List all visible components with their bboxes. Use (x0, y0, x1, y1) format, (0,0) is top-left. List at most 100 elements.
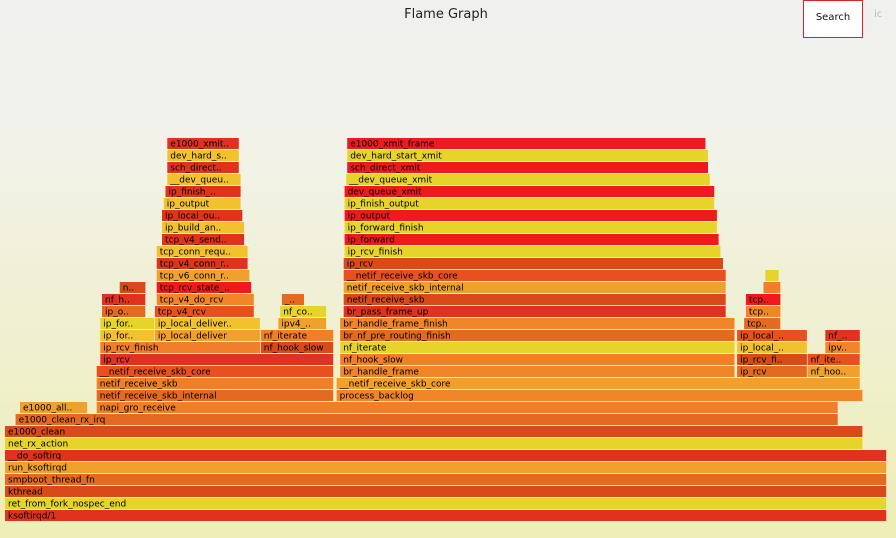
frame-rect[interactable] (825, 342, 860, 353)
frame-rect[interactable] (156, 246, 248, 257)
flame-frame[interactable]: ip_rcv (100, 354, 334, 366)
flame-frame[interactable]: run_ksoftirqd (5, 462, 887, 474)
flame-frame[interactable]: ip_rcv_finish (100, 342, 260, 354)
frame-rect[interactable] (737, 330, 807, 341)
flame-frame[interactable]: dev_queue_xmit (344, 186, 715, 198)
flame-frame[interactable]: ip_finish_.. (165, 186, 241, 198)
flame-frame[interactable]: tcp_rcv_state_.. (156, 282, 252, 294)
frame-rect[interactable] (737, 366, 807, 377)
frame-rect[interactable] (156, 294, 254, 305)
flame-frame[interactable]: tcp_v4_conn_r.. (156, 258, 248, 270)
frame-rect[interactable] (100, 342, 260, 353)
flame-frame[interactable]: dev_hard_start_xmit (347, 150, 708, 162)
frame-rect[interactable] (15, 414, 838, 425)
flame-frame[interactable]: ip_local_deliver (154, 330, 260, 342)
flame-frame[interactable]: sch_direct.. (167, 162, 239, 174)
flame-frame[interactable]: ip_output (163, 198, 241, 210)
frame-rect[interactable] (281, 294, 304, 305)
frame-rect[interactable] (156, 258, 248, 269)
flame-frame[interactable]: nf_iterate (260, 330, 334, 342)
flame-frame[interactable]: ksoftirqd/1 (5, 510, 887, 522)
frame-rect[interactable] (346, 174, 710, 185)
flame-frame[interactable]: n.. (119, 282, 146, 294)
flame-frame[interactable]: __netif_receive_skb_core (343, 270, 726, 282)
frame-rect[interactable] (340, 342, 735, 353)
frame-rect[interactable] (344, 186, 715, 197)
flame-frame[interactable]: tcp_v4_rcv (154, 306, 254, 318)
flame-frame[interactable]: e1000_clean (5, 426, 863, 438)
frame-rect[interactable] (344, 210, 717, 221)
flame-frame[interactable]: ip_rcv_fi.. (737, 354, 807, 366)
flame-frame[interactable]: netif_receive_skb (96, 378, 334, 390)
frame-rect[interactable] (5, 486, 887, 497)
flame-frame[interactable]: ip_forward_finish (344, 222, 717, 234)
flame-frame[interactable]: tcp_v4_do_rcv (156, 294, 254, 306)
frame-rect[interactable] (336, 378, 860, 389)
flame-frame[interactable]: netif_receive_skb_internal (96, 390, 334, 402)
flame-frame[interactable]: tcp_v6_conn_r.. (156, 270, 250, 282)
flame-frame[interactable]: nf_.. (825, 330, 860, 342)
frame-rect[interactable] (154, 318, 260, 329)
flame-frame[interactable]: tcp.. (744, 318, 781, 330)
flame-frame[interactable]: _.. (281, 294, 304, 306)
flame-frame[interactable] (765, 270, 779, 281)
flame-frame[interactable]: nf_hoo.. (807, 366, 860, 378)
flame-frame[interactable]: kthread (5, 486, 887, 498)
flame-frame[interactable]: ip_local_.. (737, 330, 807, 342)
frame-rect[interactable] (280, 306, 327, 317)
frame-rect[interactable] (807, 366, 860, 377)
flame-frame[interactable]: __dev_queue_xmit (346, 174, 710, 186)
frame-rect[interactable] (745, 306, 781, 317)
frame-rect[interactable] (343, 306, 726, 317)
flame-frame[interactable]: ipv.. (825, 342, 860, 354)
frame-rect[interactable] (745, 294, 781, 305)
flame-frame[interactable]: br_handle_frame (340, 366, 735, 378)
flame-frame[interactable]: ip_local_deliver.. (154, 318, 260, 330)
frame-rect[interactable] (96, 378, 334, 389)
frame-rect[interactable] (825, 330, 860, 341)
frame-rect[interactable] (102, 306, 146, 317)
reset-zoom-link[interactable]: ic (874, 9, 883, 20)
frame-rect[interactable] (343, 282, 726, 293)
flame-frame[interactable]: e1000_xmit.. (167, 138, 239, 150)
flame-frame[interactable]: tcp.. (745, 306, 781, 318)
frame-rect[interactable] (260, 342, 334, 353)
frame-rect[interactable] (5, 474, 887, 485)
frame-rect[interactable] (347, 162, 708, 173)
frame-rect[interactable] (336, 390, 863, 401)
frame-rect[interactable] (100, 318, 155, 329)
frame-rect[interactable] (340, 366, 735, 377)
flame-frame[interactable]: nf_hook_slow (340, 354, 735, 366)
flame-frame[interactable]: e1000_xmit_frame (347, 138, 706, 150)
frame-rect[interactable] (343, 270, 726, 281)
flame-frame[interactable]: nf_ite.. (807, 354, 860, 366)
flame-frame[interactable]: ip_rcv_finish (344, 246, 721, 258)
frame-rect[interactable] (5, 462, 887, 473)
flame-frame[interactable]: netif_receive_skb_internal (343, 282, 726, 294)
flame-frame[interactable]: e1000_all.. (20, 402, 88, 414)
frame-rect[interactable] (167, 162, 239, 173)
frame-rect[interactable] (260, 330, 334, 341)
flame-frame[interactable]: nf_h.. (102, 294, 146, 306)
frame-rect[interactable] (344, 198, 715, 209)
flame-frame[interactable]: smpboot_thread_fn (5, 474, 887, 486)
flame-frame[interactable]: sch_direct_xmit (347, 162, 708, 174)
search-button[interactable]: Search (803, 0, 863, 38)
flame-frame[interactable]: netif_receive_skb (343, 294, 726, 306)
flame-frame[interactable]: nf_iterate (340, 342, 735, 354)
frame-rect[interactable] (340, 330, 735, 341)
flame-frame[interactable] (763, 282, 781, 293)
flame-frame[interactable]: e1000_clean_rx_irq (15, 414, 838, 426)
frame-rect[interactable] (156, 282, 252, 293)
frame-rect[interactable] (343, 258, 723, 269)
flame-frame[interactable]: br_pass_frame_up (343, 306, 726, 318)
flame-frame[interactable]: br_handle_frame_finish (340, 318, 735, 330)
flame-frame[interactable]: ret_from_fork_nospec_end (5, 498, 887, 510)
frame-rect[interactable] (156, 270, 250, 281)
flame-frame[interactable]: ip_finish_output (344, 198, 715, 210)
frame-rect[interactable] (5, 426, 863, 437)
frame-rect[interactable] (5, 450, 887, 461)
frame-rect[interactable] (344, 234, 719, 245)
flame-frame[interactable]: ip_forward (344, 234, 719, 246)
frame-rect[interactable] (5, 498, 887, 509)
